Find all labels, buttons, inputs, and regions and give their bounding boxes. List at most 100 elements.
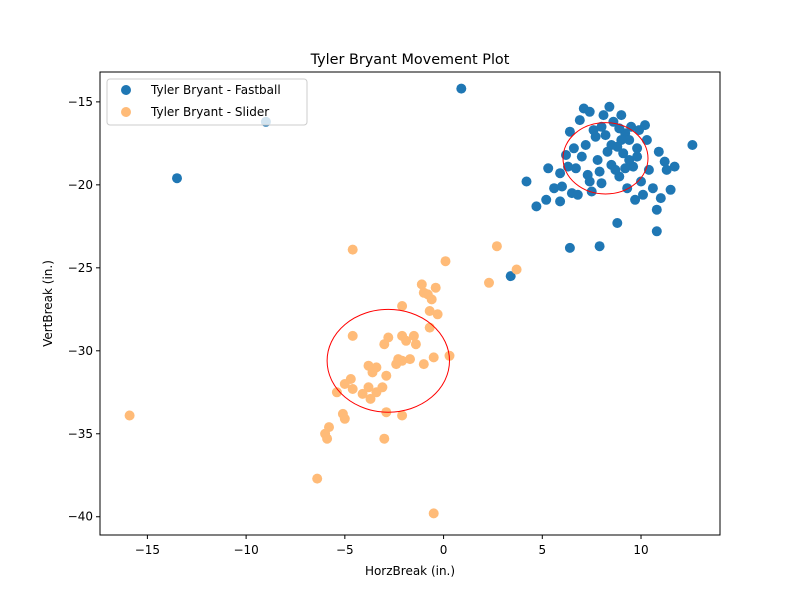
data-point xyxy=(584,176,595,187)
data-point xyxy=(586,186,597,197)
data-point xyxy=(416,279,427,290)
data-point xyxy=(541,194,552,205)
axes-frame xyxy=(99,71,721,536)
data-point xyxy=(651,226,662,237)
data-point xyxy=(357,388,368,399)
x-tick-label: −5 xyxy=(336,543,354,557)
data-point xyxy=(592,155,603,165)
data-point xyxy=(511,264,522,275)
data-point xyxy=(124,410,135,421)
data-point xyxy=(557,181,567,192)
data-point xyxy=(596,178,607,189)
data-point xyxy=(632,151,643,162)
data-point xyxy=(561,150,571,160)
data-point xyxy=(572,189,583,200)
data-point xyxy=(641,135,652,145)
y-tick-label: −15 xyxy=(68,95,93,109)
data-point xyxy=(456,83,467,94)
x-tick-label: −10 xyxy=(233,543,258,557)
data-point xyxy=(505,271,516,282)
x-tick-label: −15 xyxy=(135,543,160,557)
y-tick-label: −20 xyxy=(68,178,93,192)
data-point xyxy=(584,106,595,117)
data-point xyxy=(606,140,617,150)
data-point xyxy=(312,473,323,484)
data-point xyxy=(636,176,646,187)
data-point xyxy=(568,143,579,154)
y-axis: −15 −20 −25 −30 −35 −40 xyxy=(68,95,100,524)
series-1 xyxy=(124,241,522,519)
series-0 xyxy=(172,83,698,282)
data-point xyxy=(564,242,575,253)
data-point xyxy=(549,183,560,194)
data-point xyxy=(604,101,615,112)
data-point xyxy=(377,382,388,393)
data-point xyxy=(381,370,392,381)
data-point xyxy=(669,161,680,172)
data-point xyxy=(426,294,437,305)
data-point xyxy=(432,309,443,320)
data-point xyxy=(484,277,494,288)
data-point xyxy=(616,110,627,121)
x-axis: −15 −10 −5 0 5 10 xyxy=(135,535,649,557)
data-point xyxy=(379,433,390,444)
data-point xyxy=(440,256,451,267)
data-point xyxy=(363,382,374,393)
y-tick-label: −35 xyxy=(68,427,93,441)
data-point xyxy=(410,339,421,350)
data-point xyxy=(367,367,378,378)
data-point xyxy=(638,189,648,200)
data-point xyxy=(651,204,662,215)
legend-label-slider: Tyler Bryant - Slider xyxy=(150,105,269,119)
data-point xyxy=(598,110,609,121)
data-point xyxy=(612,218,623,228)
data-point xyxy=(531,201,542,212)
data-point xyxy=(428,352,439,363)
data-point xyxy=(555,168,566,179)
data-point xyxy=(397,410,408,421)
x-tick-label: 0 xyxy=(440,543,448,557)
data-point xyxy=(408,330,419,341)
data-point xyxy=(379,339,390,350)
data-point xyxy=(391,359,402,370)
legend-label-fastball: Tyler Bryant - Fastball xyxy=(150,83,281,97)
data-point xyxy=(365,393,376,404)
data-point xyxy=(661,164,672,175)
cluster-ellipse xyxy=(326,308,450,413)
data-point xyxy=(626,121,637,132)
data-point xyxy=(620,163,631,174)
data-point xyxy=(543,163,554,174)
y-tick-label: −25 xyxy=(68,261,93,275)
data-point xyxy=(596,121,607,132)
data-point xyxy=(640,120,650,131)
data-point xyxy=(347,244,358,255)
data-point xyxy=(600,130,611,141)
chart-title: Tyler Bryant Movement Plot xyxy=(310,52,510,68)
data-point xyxy=(405,354,415,365)
legend-box xyxy=(106,78,308,126)
legend: Tyler Bryant - Fastball Tyler Bryant - S… xyxy=(106,78,308,126)
legend-marker-slider xyxy=(121,107,131,117)
data-point xyxy=(616,135,627,145)
legend-marker-fastball xyxy=(121,85,131,95)
data-point xyxy=(401,335,412,346)
data-point xyxy=(594,241,605,252)
data-point xyxy=(610,164,621,175)
data-point xyxy=(687,140,698,150)
cluster-ellipse xyxy=(562,122,649,195)
data-point xyxy=(521,176,532,187)
data-point xyxy=(665,184,676,195)
data-point xyxy=(580,140,591,150)
y-tick-label: −40 xyxy=(68,510,93,524)
data-point xyxy=(594,166,605,177)
data-point xyxy=(659,156,670,167)
data-point xyxy=(590,131,601,142)
data-point xyxy=(430,282,441,293)
y-axis-label: VertBreak (in.) xyxy=(41,260,55,347)
data-point xyxy=(491,241,502,252)
plot-area xyxy=(124,83,698,519)
data-point xyxy=(563,161,573,172)
data-point xyxy=(424,306,435,316)
data-point xyxy=(614,123,625,134)
